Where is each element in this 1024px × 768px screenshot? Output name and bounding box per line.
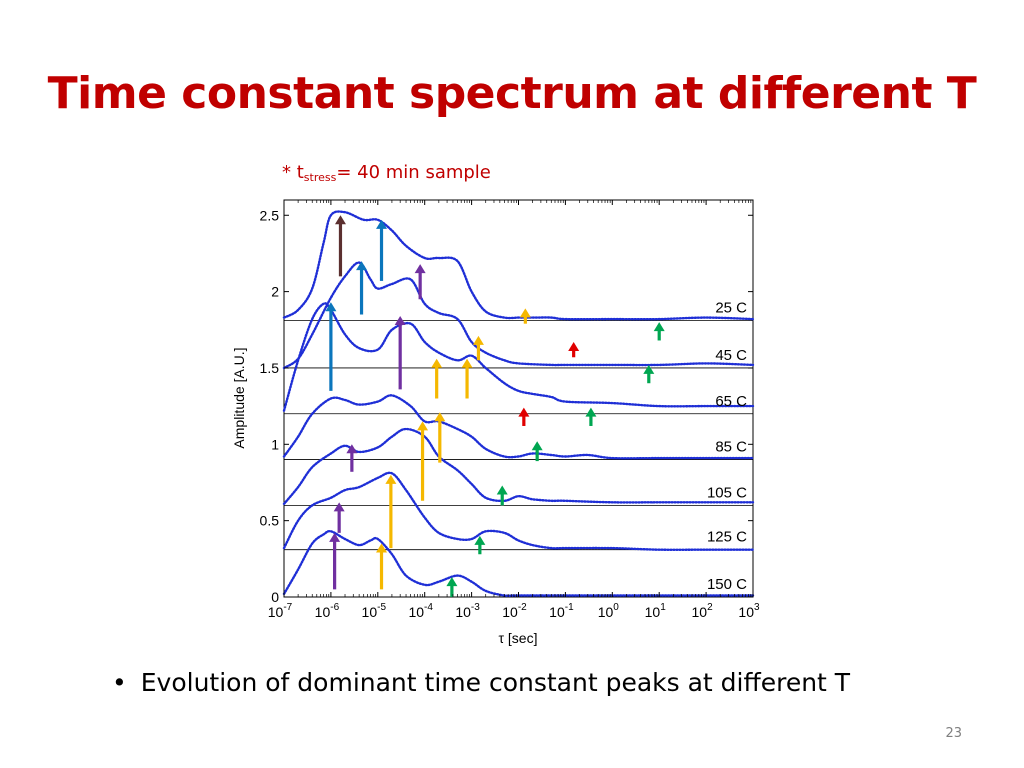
series-label-25-c: 25 C bbox=[715, 300, 747, 317]
peak-arrow-head bbox=[653, 322, 665, 332]
series-label-125-c: 125 C bbox=[707, 529, 747, 546]
peak-arrow-head bbox=[376, 543, 388, 553]
note-subscript: stress bbox=[303, 171, 337, 184]
series-core-105-c bbox=[283, 428, 753, 505]
peak-arrow bbox=[461, 358, 473, 399]
peak-arrow-head bbox=[531, 441, 543, 451]
peak-arrow-head bbox=[446, 577, 458, 587]
x-tick-label: 10-7 bbox=[268, 602, 293, 620]
note-prefix: * t bbox=[282, 162, 304, 183]
peak-arrow bbox=[356, 261, 368, 315]
peak-arrow-head bbox=[519, 308, 531, 318]
bullet-dot: • bbox=[112, 668, 127, 697]
x-tick-label: 100 bbox=[598, 602, 620, 620]
series-core-125-c bbox=[283, 472, 753, 551]
peak-arrow-head bbox=[356, 261, 368, 271]
series-label-45-c: 45 C bbox=[715, 347, 747, 364]
series-core-25-c bbox=[283, 210, 754, 320]
peak-arrow-head bbox=[431, 358, 443, 368]
peak-arrow bbox=[496, 485, 508, 506]
peak-arrow bbox=[346, 444, 358, 472]
note-suffix: = 40 min sample bbox=[336, 162, 491, 183]
peak-arrow-head bbox=[334, 215, 346, 225]
peak-arrow bbox=[434, 412, 446, 463]
peak-arrow bbox=[568, 342, 580, 358]
y-tick-label: 1.5 bbox=[260, 360, 280, 376]
peak-arrow-head bbox=[414, 264, 426, 274]
peak-arrow-head bbox=[394, 316, 406, 326]
x-tick-label: 10-6 bbox=[315, 602, 340, 620]
peak-arrows bbox=[325, 215, 665, 597]
x-tick-label: 10-2 bbox=[502, 602, 527, 620]
peak-arrow bbox=[474, 535, 486, 555]
peak-arrow-head bbox=[376, 219, 388, 229]
peak-arrow-head bbox=[472, 335, 484, 345]
peak-arrow bbox=[376, 219, 388, 281]
peak-arrow bbox=[334, 215, 346, 277]
peak-arrow bbox=[431, 358, 443, 399]
y-tick-label: 0 bbox=[271, 589, 279, 605]
y-axis-label: Amplitude [A.U.] bbox=[231, 347, 247, 448]
x-tick-label: 10-1 bbox=[549, 602, 574, 620]
x-tick-label: 101 bbox=[645, 602, 667, 620]
peak-arrow-head bbox=[385, 474, 397, 484]
y-tick-label: 2 bbox=[271, 284, 279, 300]
plot-area bbox=[283, 199, 754, 598]
peak-arrow bbox=[585, 407, 597, 426]
y-tick-label: 2.5 bbox=[260, 207, 280, 223]
peak-arrow-head bbox=[585, 407, 597, 417]
peak-arrow bbox=[531, 441, 543, 462]
peak-arrow bbox=[376, 543, 388, 590]
peak-arrow-head bbox=[329, 532, 341, 542]
peak-arrow-head bbox=[346, 444, 358, 454]
peak-arrow-head bbox=[461, 358, 473, 368]
series-core-150-c bbox=[283, 530, 753, 597]
x-tick-label: 10-3 bbox=[455, 602, 480, 620]
peak-arrow bbox=[325, 302, 337, 391]
peak-arrow bbox=[414, 264, 426, 300]
peak-arrow bbox=[333, 502, 345, 533]
stress-time-note: * tstress= 40 min sample bbox=[282, 162, 491, 184]
bullet-item: • Evolution of dominant time constant pea… bbox=[112, 668, 850, 697]
peak-arrow bbox=[329, 532, 341, 590]
peak-arrow bbox=[519, 308, 531, 324]
peak-arrow-head bbox=[568, 342, 580, 352]
x-tick-label: 102 bbox=[692, 602, 714, 620]
slide-title: Time constant spectrum at different T bbox=[47, 68, 977, 119]
baselines bbox=[284, 320, 753, 551]
series-label-150-c: 150 C bbox=[707, 576, 747, 593]
peak-arrow-head bbox=[643, 364, 655, 374]
x-tick-label: 103 bbox=[738, 602, 760, 620]
peak-arrow-head bbox=[417, 421, 429, 431]
peak-arrow-head bbox=[518, 407, 530, 417]
series-core-45-c bbox=[283, 262, 754, 369]
series-label-85-c: 85 C bbox=[715, 439, 747, 456]
peak-arrow-head bbox=[325, 302, 337, 312]
peak-arrow bbox=[643, 364, 655, 384]
x-axis-label: τ [sec] bbox=[499, 630, 538, 646]
y-tick-label: 0.5 bbox=[260, 513, 280, 529]
peak-arrow-head bbox=[434, 412, 446, 422]
x-tick-label: 10-5 bbox=[362, 602, 387, 620]
time-constant-chart: 25 C 45 C 65 C 85 C 105 C 125 C 150 C 10-7 10-6… bbox=[231, 199, 760, 646]
slide-number: 23 bbox=[945, 726, 962, 741]
peak-arrow-head bbox=[496, 485, 508, 495]
peak-arrow bbox=[394, 316, 406, 390]
peak-arrow bbox=[653, 322, 665, 341]
series-labels: 25 C 45 C 65 C 85 C 105 C 125 C 150 C bbox=[707, 300, 747, 593]
bullet-text: Evolution of dominant time constant peak… bbox=[140, 668, 851, 697]
peak-arrow bbox=[385, 474, 397, 549]
peak-arrow-head bbox=[333, 502, 345, 512]
peak-arrow-head bbox=[474, 535, 486, 545]
y-ticks: 0 0.5 1 1.5 2 2.5 bbox=[260, 207, 753, 605]
peak-arrow bbox=[472, 335, 484, 361]
series-core-85-c bbox=[283, 394, 753, 459]
series-label-65-c: 65 C bbox=[715, 393, 747, 410]
peak-arrow bbox=[446, 577, 458, 597]
peak-arrow bbox=[518, 407, 530, 426]
peak-arrow bbox=[417, 421, 429, 501]
series-label-105-c: 105 C bbox=[707, 484, 747, 501]
y-tick-label: 1 bbox=[271, 436, 279, 452]
x-tick-label: 10-4 bbox=[408, 602, 433, 620]
